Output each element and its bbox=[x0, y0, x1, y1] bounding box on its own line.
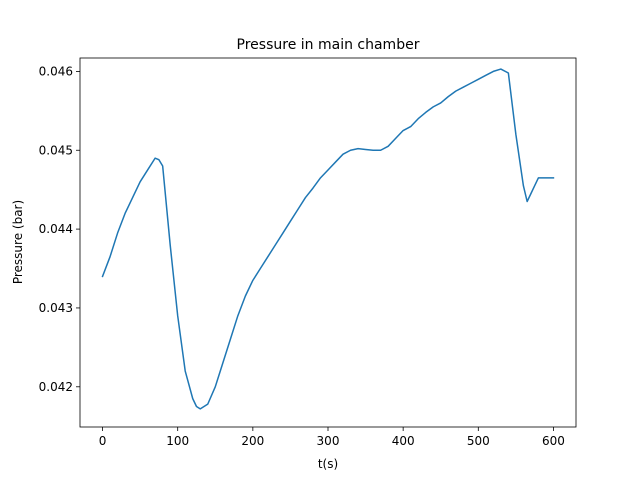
x-tick-label: 400 bbox=[392, 434, 415, 448]
x-tick-label: 300 bbox=[317, 434, 340, 448]
y-axis-label: Pressure (bar) bbox=[11, 200, 25, 284]
chart-title: Pressure in main chamber bbox=[237, 37, 420, 53]
y-axis: 0.042 0.043 0.044 0.045 0.046 bbox=[39, 64, 80, 394]
axes-frame bbox=[79, 57, 577, 428]
y-tick-label: 0.045 bbox=[39, 143, 73, 157]
x-axis-label: t(s) bbox=[318, 457, 338, 471]
plot-area bbox=[101, 68, 555, 410]
x-tick-label: 500 bbox=[467, 434, 490, 448]
x-tick-label: 100 bbox=[166, 434, 189, 448]
y-tick-label: 0.044 bbox=[39, 222, 73, 236]
y-tick-label: 0.046 bbox=[39, 64, 73, 78]
x-tick-label: 200 bbox=[241, 434, 264, 448]
y-tick-label: 0.043 bbox=[39, 301, 73, 315]
x-tick-label: 600 bbox=[542, 434, 565, 448]
y-tick-label: 0.042 bbox=[39, 380, 73, 394]
x-axis: 0 100 200 300 400 500 600 bbox=[99, 427, 565, 448]
x-tick-label: 0 bbox=[99, 434, 107, 448]
series-line bbox=[101, 68, 555, 410]
